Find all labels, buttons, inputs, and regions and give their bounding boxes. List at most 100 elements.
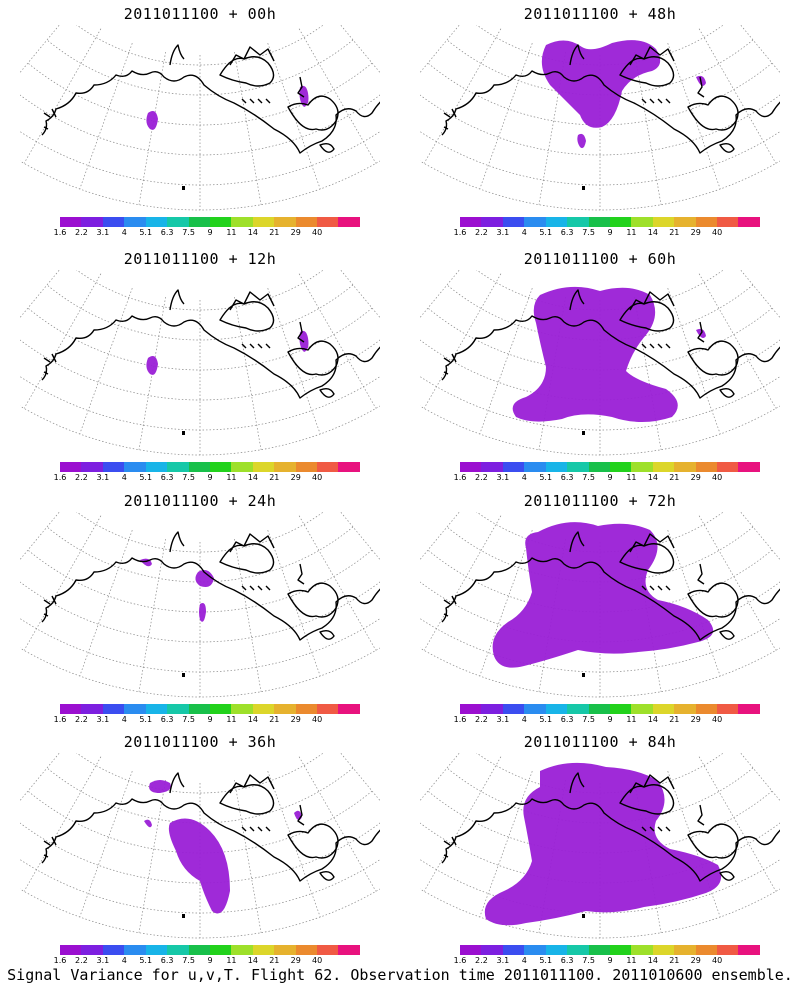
colorbar-tick-label: 6.3: [560, 715, 574, 724]
colorbar-swatch: [209, 217, 232, 227]
colorbar-swatch: [124, 945, 146, 955]
colorbar-swatches: [460, 462, 760, 472]
colorbar-tick-label: 40: [712, 228, 723, 237]
colorbar-tick-label: 9: [607, 228, 613, 237]
colorbar-swatch: [274, 462, 296, 472]
coastlines: [41, 772, 380, 918]
colorbar-swatch: [460, 462, 482, 472]
colorbar-tick-label: 40: [312, 473, 323, 482]
colorbar: 1.6 2.2 3.1 4 5.1 6.3 7.5 9 11 14 21 29 40: [54, 217, 360, 247]
colorbar-swatch: [738, 945, 760, 955]
colorbar-labels: 1.6 2.2 3.1 4 5.1 6.3 7.5 9 11 14 21 29 40: [454, 955, 760, 967]
colorbar-swatch: [695, 462, 718, 472]
colorbar-swatch: [60, 462, 82, 472]
colorbar-tick-label: 5.1: [139, 228, 153, 237]
colorbar-tick-label: 4: [521, 956, 527, 965]
map-panel: 2011011100 + 72h 1.6 2.2 3.1 4 5.1 6.3 7.5 9 11 14…: [420, 492, 780, 732]
colorbar-tick-label: 4: [121, 715, 127, 724]
colorbar-tick-label: 1.6: [453, 228, 467, 237]
colorbar-tick-label: 6.3: [160, 473, 174, 482]
colorbar-swatch: [188, 945, 210, 955]
colorbar-tick-label: 6.3: [160, 228, 174, 237]
coastlines: [441, 289, 780, 435]
colorbar-tick-label: 21: [269, 956, 280, 965]
colorbar-tick-label: 2.2: [75, 956, 88, 965]
variance-field: [146, 330, 309, 375]
colorbar-tick-label: 5.1: [139, 473, 153, 482]
colorbar-tick-label: 40: [712, 473, 723, 482]
variance-region: [146, 111, 158, 130]
colorbar-swatch: [588, 462, 610, 472]
colorbar: 1.6 2.2 3.1 4 5.1 6.3 7.5 9 11 14 21 29 40: [454, 462, 760, 492]
colorbar-swatch: [609, 462, 632, 472]
colorbar-swatch: [81, 217, 103, 227]
variance-region: [492, 522, 714, 668]
colorbar-swatch: [209, 462, 232, 472]
variance-field: [512, 286, 706, 422]
colorbar-tick-label: 14: [247, 715, 258, 724]
colorbar-tick-label: 29: [290, 473, 301, 482]
panel-title: 2011011100 + 48h: [523, 5, 677, 23]
colorbar-swatch: [145, 945, 168, 955]
polar-map: [420, 25, 780, 211]
colorbar-swatch: [674, 217, 696, 227]
colorbar-tick-label: 7.5: [182, 473, 195, 482]
figure-caption: Signal Variance for u,v,T. Flight 62. Ob…: [7, 966, 793, 984]
colorbar-tick-label: 4: [121, 956, 127, 965]
colorbar-swatch: [167, 462, 189, 472]
colorbar-tick-label: 29: [690, 956, 701, 965]
polar-map: [20, 512, 380, 698]
colorbar-tick-label: 1.6: [53, 956, 67, 965]
colorbar-tick-label: 3.1: [96, 956, 110, 965]
map-panel: 2011011100 + 00h 1.6 2.2 3.1 4 5.1 6.3 7.5 9 11 14…: [20, 5, 380, 245]
colorbar-tick-label: 21: [669, 473, 680, 482]
variance-region: [144, 819, 152, 828]
colorbar-swatch: [717, 945, 739, 955]
colorbar-tick-label: 40: [312, 956, 323, 965]
colorbar-swatch: [338, 462, 360, 472]
colorbar-swatch: [102, 704, 125, 714]
colorbar-swatch: [124, 704, 146, 714]
colorbar-swatch: [167, 217, 189, 227]
colorbar-tick-label: 2.2: [475, 473, 488, 482]
colorbar-tick-label: 11: [626, 956, 637, 965]
colorbar-swatch: [524, 217, 546, 227]
colorbar-tick-label: 40: [312, 228, 323, 237]
colorbar-swatch: [674, 704, 696, 714]
colorbar-swatch: [81, 945, 103, 955]
variance-region: [146, 356, 158, 375]
map-panel: 2011011100 + 36h 1.6 2.2 3.1 4 5.1 6.3 7.5 9 11 14…: [20, 733, 380, 973]
colorbar-labels: 1.6 2.2 3.1 4 5.1 6.3 7.5 9 11 14 21 29 40: [454, 227, 760, 239]
colorbar-swatch: [695, 945, 718, 955]
coastlines: [441, 772, 780, 918]
colorbar-tick-label: 21: [669, 956, 680, 965]
colorbar-swatch: [231, 217, 253, 227]
colorbar-tick-label: 7.5: [582, 956, 595, 965]
colorbar-swatch: [338, 704, 360, 714]
coastlines: [41, 531, 380, 677]
colorbar-swatch: [481, 704, 503, 714]
colorbar-tick-label: 11: [226, 228, 237, 237]
map-panel: 2011011100 + 24h 1.6 2.2 3.1 4 5.1 6.3 7.5 9 11 14…: [20, 492, 380, 732]
colorbar-swatches: [60, 945, 360, 955]
colorbar-swatch: [145, 217, 168, 227]
colorbar-tick-label: 29: [690, 228, 701, 237]
colorbar-tick-label: 11: [626, 228, 637, 237]
colorbar-tick-label: 4: [121, 473, 127, 482]
colorbar-swatch: [317, 217, 339, 227]
colorbar-tick-label: 5.1: [539, 715, 553, 724]
variance-field: [492, 522, 714, 668]
colorbar-swatch: [502, 945, 525, 955]
colorbar-swatch: [102, 945, 125, 955]
colorbar-swatch: [588, 217, 610, 227]
colorbar-labels: 1.6 2.2 3.1 4 5.1 6.3 7.5 9 11 14 21 29 40: [54, 714, 360, 726]
colorbar-tick-label: 29: [290, 715, 301, 724]
colorbar-swatch: [717, 217, 739, 227]
colorbar-swatch: [460, 704, 482, 714]
colorbar-tick-label: 1.6: [453, 715, 467, 724]
colorbar-tick-label: 6.3: [160, 956, 174, 965]
map-panel: 2011011100 + 12h 1.6 2.2 3.1 4 5.1 6.3 7.5 9 11 14…: [20, 250, 380, 490]
colorbar-swatch: [695, 704, 718, 714]
colorbar-tick-label: 9: [607, 473, 613, 482]
colorbar-tick-label: 5.1: [139, 956, 153, 965]
